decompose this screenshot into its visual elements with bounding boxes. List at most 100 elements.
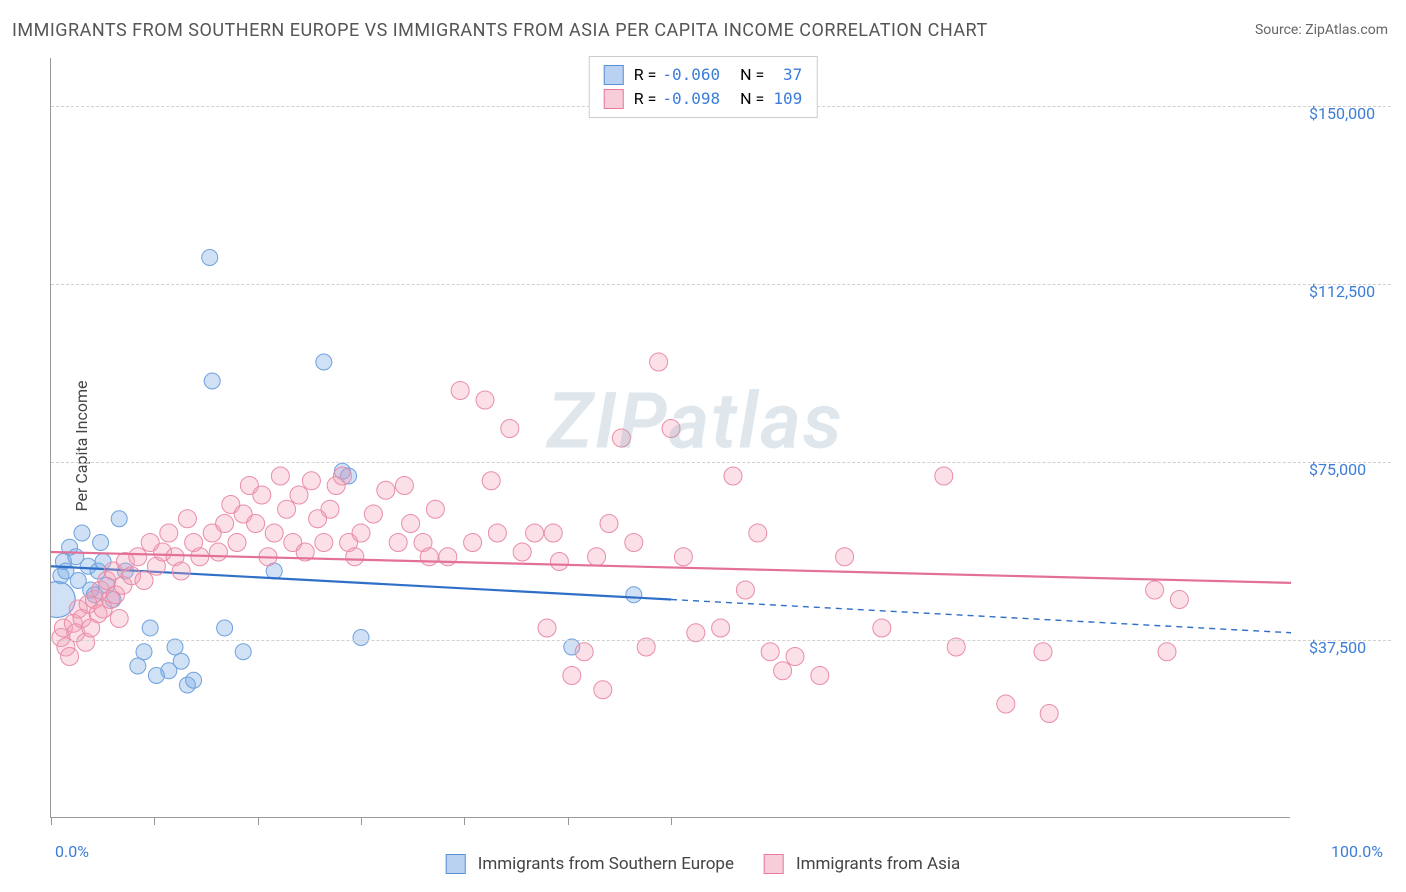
data-point [141, 534, 159, 552]
data-point [74, 525, 90, 541]
plot-area: ZIPatlas $37,500$75,000$112,500$150,0000… [50, 58, 1290, 818]
data-point [426, 500, 444, 518]
data-point [271, 467, 289, 485]
data-point [321, 500, 339, 518]
data-point [85, 591, 103, 609]
data-point [1146, 581, 1164, 599]
data-point [315, 534, 333, 552]
data-point [240, 477, 258, 495]
data-point-large [51, 582, 75, 618]
data-point [389, 534, 407, 552]
legend-swatch [446, 854, 466, 874]
data-point [53, 568, 69, 584]
trend-line [51, 566, 671, 599]
legend-label: Immigrants from Southern Europe [478, 854, 734, 874]
data-point [142, 620, 158, 636]
x-tick [568, 817, 569, 825]
data-point [62, 539, 78, 555]
y-tick-label: $75,000 [1309, 460, 1366, 479]
legend-stats: R = -0.060 N = 37R = -0.098 N = 109 [589, 56, 818, 118]
n-value: 109 [770, 87, 802, 111]
data-point [736, 581, 754, 599]
legend-swatch [604, 89, 624, 109]
data-point [73, 610, 91, 628]
chart-title: IMMIGRANTS FROM SOUTHERN EUROPE VS IMMIG… [12, 20, 988, 41]
data-point [217, 620, 233, 636]
data-point [83, 582, 99, 598]
data-point [340, 534, 358, 552]
x-axis-max-label: 100.0% [1331, 842, 1383, 861]
legend-item: Immigrants from Southern Europe [446, 854, 734, 874]
data-point [309, 510, 327, 528]
data-point [95, 554, 111, 570]
data-point [253, 486, 271, 504]
data-point [935, 467, 953, 485]
data-point [550, 553, 568, 571]
data-point [334, 463, 350, 479]
data-point [94, 600, 112, 618]
data-point [172, 562, 190, 580]
data-point [1158, 643, 1176, 661]
source-prefix: Source: [1255, 22, 1305, 38]
data-point [476, 391, 494, 409]
data-point [123, 567, 141, 585]
data-point [600, 515, 618, 533]
data-point [228, 534, 246, 552]
data-point [80, 558, 96, 574]
data-point [316, 354, 332, 370]
data-point [209, 543, 227, 561]
data-point [82, 619, 100, 637]
x-tick [464, 817, 465, 825]
data-point [116, 553, 134, 571]
data-point [302, 472, 320, 490]
trend-line-extrapolated [671, 600, 1291, 633]
y-tick-label: $37,500 [1309, 638, 1366, 657]
data-point [588, 548, 606, 566]
gridline [51, 640, 1391, 641]
data-point [161, 663, 177, 679]
data-point [186, 672, 202, 688]
data-point [204, 373, 220, 389]
data-point [364, 505, 382, 523]
data-point [414, 534, 432, 552]
x-tick [51, 817, 52, 825]
data-point [284, 534, 302, 552]
data-point [594, 681, 612, 699]
data-point [327, 477, 345, 495]
legend-swatch [604, 65, 624, 85]
data-point [117, 563, 133, 579]
r-label: R = [634, 87, 657, 111]
data-point [89, 605, 107, 623]
data-point [626, 587, 642, 603]
data-point [179, 677, 195, 693]
data-point [92, 581, 110, 599]
watermark: ZIPatlas [547, 377, 844, 468]
data-point [612, 429, 630, 447]
data-point [786, 648, 804, 666]
trend-line [51, 552, 1291, 583]
data-point [90, 563, 106, 579]
data-point [402, 515, 420, 533]
data-point [105, 592, 121, 608]
n-label: N = [740, 87, 764, 111]
data-point [185, 534, 203, 552]
data-point [110, 610, 128, 628]
data-point [86, 587, 102, 603]
data-point [1034, 643, 1052, 661]
x-tick [671, 817, 672, 825]
data-point [873, 619, 891, 637]
data-point [1170, 591, 1188, 609]
legend-label: Immigrants from Asia [796, 854, 960, 874]
legend-series: Immigrants from Southern Europe Immigrant… [446, 854, 961, 874]
data-point [135, 572, 153, 590]
data-point [377, 481, 395, 499]
data-point [278, 500, 296, 518]
y-tick-label: $112,500 [1309, 282, 1375, 301]
data-point [761, 643, 779, 661]
data-point [1040, 705, 1058, 723]
data-point [290, 486, 308, 504]
data-point [749, 524, 767, 542]
data-point [104, 562, 122, 580]
data-point [106, 586, 124, 604]
data-point [650, 353, 668, 371]
